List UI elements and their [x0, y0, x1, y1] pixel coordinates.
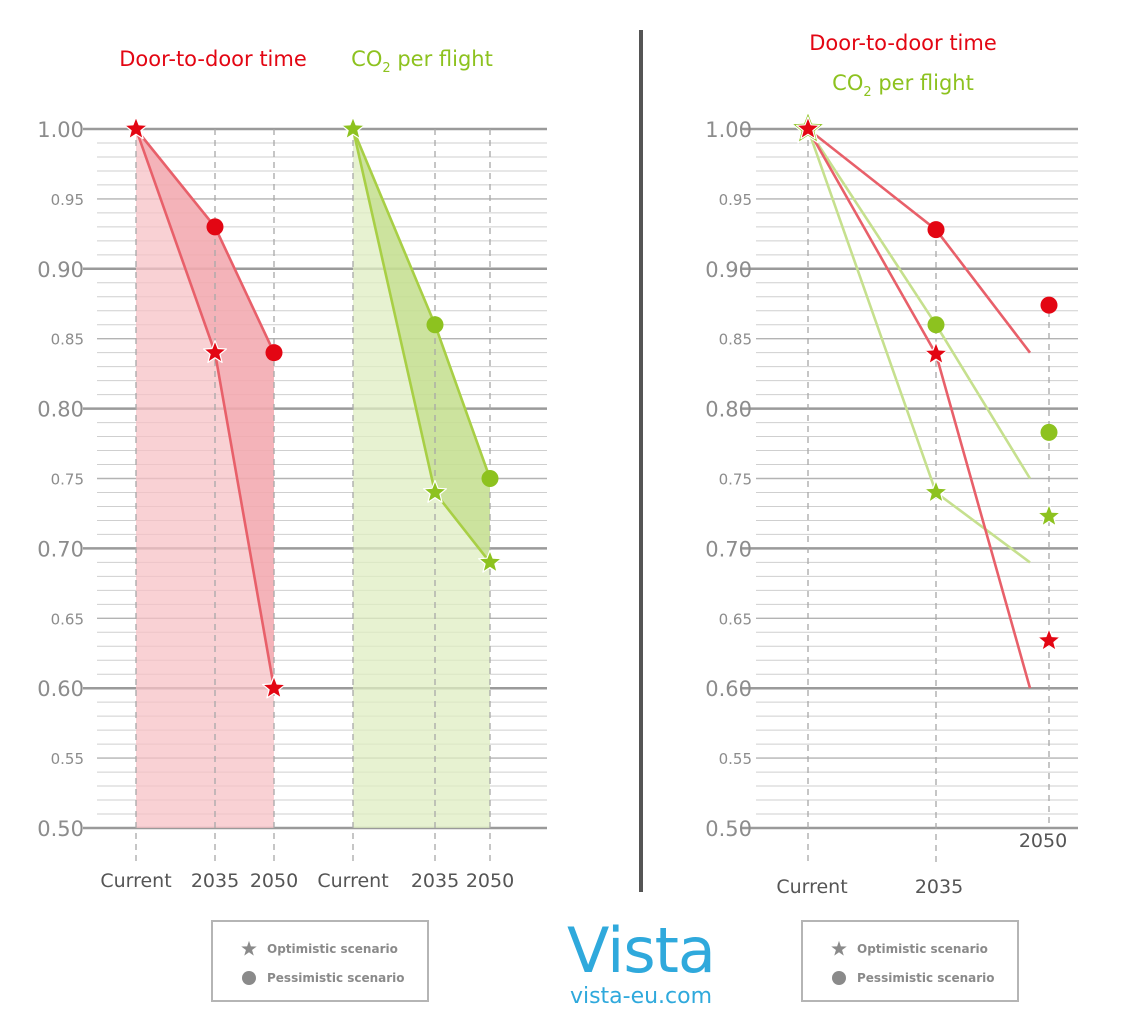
right-y-tick-label: 0.60	[705, 677, 752, 701]
left-door-x-tick-label: 2035	[191, 870, 239, 892]
left-door-current-star	[123, 116, 148, 140]
right-green-circle-line	[806, 128, 1032, 480]
right-chart: 0.50 0.55 0.60 0.65 0.70 0.75 0.80 0.85 0.90 0.95…	[705, 111, 1078, 898]
left-y-tick-label: 0.60	[37, 677, 84, 701]
vista-logo: Vista vista-eu.com	[556, 918, 726, 1010]
right-y-tick-label: 0.85	[719, 331, 752, 349]
left-co2-pessimistic-dot	[426, 316, 444, 334]
left-door-pessimistic-dot	[206, 218, 224, 236]
right-green-optimistic-star	[1036, 503, 1062, 527]
right-x-tick-label-2050: 2050	[1019, 830, 1067, 852]
circle-icon	[829, 970, 849, 986]
left-door-title: Door-to-door time	[119, 47, 307, 71]
left-door-pessimistic-dot	[265, 344, 283, 362]
legend-right-optimistic-label: Optimistic scenario	[857, 942, 988, 956]
left-y-tick-label: 0.90	[37, 258, 84, 282]
legend-left-pessimistic: Pessimistic scenario	[239, 970, 405, 986]
left-y-tick-label: 0.95	[51, 191, 84, 209]
left-y-tick-label: 0.70	[37, 537, 84, 561]
right-green-pessimistic-dot	[1040, 423, 1058, 441]
right-green-optimistic-star	[923, 479, 949, 503]
star-icon	[239, 940, 259, 958]
right-red-optimistic-star	[923, 341, 949, 365]
left-door-x-tick-label: Current	[100, 870, 171, 892]
right-y-tick-label: 1.00	[705, 118, 752, 142]
left-chart: 0.50 0.55 0.60 0.65 0.70 0.75 0.80 0.85 0.90 0.95…	[37, 116, 547, 892]
legend-left-pessimistic-label: Pessimistic scenario	[267, 971, 405, 985]
left-co2-x-tick-label: 2035	[411, 870, 459, 892]
logo-url: vista-eu.com	[569, 984, 713, 1009]
left-co2-x-tick-label: Current	[317, 870, 388, 892]
left-co2-area	[353, 129, 490, 828]
left-co2-optimistic-star	[478, 549, 502, 573]
left-co2-range-band	[353, 129, 490, 563]
circle-icon	[239, 970, 259, 986]
legend-right-pessimistic-label: Pessimistic scenario	[857, 971, 995, 985]
right-y-tick-label: 0.55	[719, 750, 752, 768]
left-door-optimistic-star	[203, 340, 227, 363]
left-y-tick-label: 0.75	[51, 471, 84, 489]
right-green-pessimistic-dot	[927, 316, 945, 334]
right-y-tick-label: 0.80	[705, 398, 752, 422]
right-red-pessimistic-dot	[927, 221, 945, 239]
right-y-tick-label: 0.50	[705, 817, 752, 841]
panel-divider	[639, 30, 643, 892]
right-green-star-line	[806, 128, 1031, 564]
left-co2-pessimistic-dot	[481, 470, 499, 487]
legend-right: Optimistic scenario Pessimistic scenario	[801, 920, 1019, 1002]
right-x-tick-label-2035: 2035	[915, 876, 963, 898]
left-co2-optimistic-star	[423, 479, 447, 503]
left-co2-current-star	[341, 116, 365, 140]
right-y-tick-label: 0.75	[719, 471, 752, 489]
right-co2-title: CO2 per flight	[832, 71, 974, 100]
left-y-tick-label: 0.65	[51, 610, 84, 628]
right-door-title: Door-to-door time	[809, 31, 997, 55]
right-y-tick-label: 0.70	[705, 537, 752, 561]
right-red-optimistic-star	[1036, 628, 1062, 652]
right-y-tick-label: 0.65	[719, 610, 752, 628]
legend-left-optimistic: Optimistic scenario	[239, 940, 398, 958]
left-y-tick-label: 1.00	[37, 118, 84, 142]
left-y-tick-label: 0.85	[51, 331, 84, 349]
left-door-optimistic-star	[262, 675, 286, 699]
left-door-x-tick-label: 2050	[250, 870, 298, 892]
left-co2-x-tick-label: 2050	[466, 870, 514, 892]
legend-left-optimistic-label: Optimistic scenario	[267, 942, 398, 956]
left-y-tick-label: 0.55	[51, 750, 84, 768]
left-co2-title: CO2 per flight	[351, 47, 493, 76]
legend-right-pessimistic: Pessimistic scenario	[829, 970, 995, 986]
right-x-tick-label-current: Current	[776, 876, 847, 898]
right-door-current-star	[795, 116, 821, 140]
logo-word: Vista	[567, 914, 716, 987]
left-y-tick-label: 0.80	[37, 398, 84, 422]
right-red-pessimistic-dot	[1040, 296, 1058, 314]
left-y-tick-label: 0.50	[37, 817, 84, 841]
legend-left: Optimistic scenario Pessimistic scenario	[211, 920, 429, 1002]
legend-right-optimistic: Optimistic scenario	[829, 940, 988, 958]
right-y-tick-label: 0.90	[705, 258, 752, 282]
right-y-tick-label: 0.95	[719, 191, 752, 209]
left-door-range-band	[136, 129, 274, 689]
star-icon	[829, 940, 849, 958]
